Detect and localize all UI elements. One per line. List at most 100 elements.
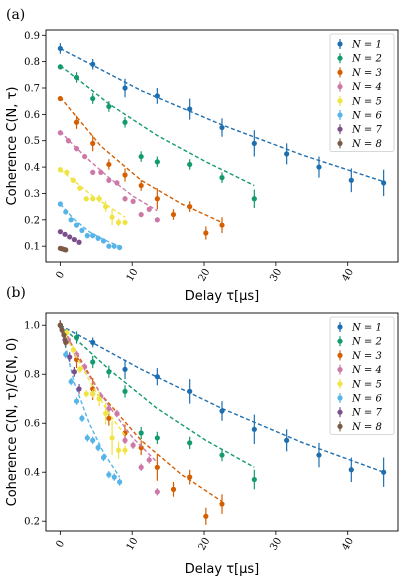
data-point [90,169,96,175]
data-point [67,354,73,360]
data-point [187,161,193,168]
legend-marker [337,423,343,429]
y-tick-label: 0.9 [24,31,40,42]
data-point [154,489,160,495]
y-tick-label: 0.6 [24,419,40,430]
data-point [111,243,117,249]
data-point [251,476,257,483]
data-point [316,164,322,170]
data-point [79,415,85,421]
series-3 [57,95,225,240]
data-point [90,339,96,345]
legend-box [329,316,395,435]
data-point [122,85,128,91]
legend-label: N = 8 [351,422,382,433]
data-point [106,103,112,110]
legend: N = 1 N = 2 N = 3 N = 4 N = 5 N = 6 N = 7 N = 8 [329,316,395,435]
data-point [90,359,96,365]
legend-marker [337,140,343,146]
x-tick-label: 0 [54,539,67,550]
data-point [115,219,122,226]
y-tick-label: 0.3 [24,189,40,200]
series-8 [57,320,69,348]
data-point [103,410,109,417]
data-point [90,391,96,397]
data-point [154,196,160,202]
data-point [381,469,387,475]
fit-line [59,131,158,212]
data-point [90,386,96,392]
y-tick-label: 0.5 [24,136,40,147]
data-point [103,204,109,210]
data-point [146,206,152,212]
data-point [122,437,128,443]
data-point [82,153,88,160]
data-point [154,159,160,165]
series-5 [57,167,128,227]
data-point [109,435,115,441]
axes-frame [45,29,399,263]
x-tick-label: 40 [340,267,356,284]
x-tick-label: 10 [125,536,141,553]
legend-marker [337,367,343,373]
x-tick-label: 20 [197,536,213,553]
data-point [122,119,128,125]
y-tick-label: 0.8 [24,57,40,68]
data-point [57,45,63,52]
data-point [79,227,85,233]
data-point [219,222,225,228]
legend-label: N = 5 [351,96,382,107]
data-point [70,177,76,183]
fit-line [59,203,120,247]
legend-marker [337,381,343,387]
legend-label: N = 3 [351,351,382,362]
data-point [154,93,160,99]
y-tick-label: 1.0 [24,321,40,332]
legend-label: N = 1 [351,40,382,51]
data-point [219,408,225,414]
data-point [63,209,69,215]
legend-label: N = 7 [351,125,382,136]
legend-marker [337,126,343,132]
legend: N = 1 N = 2 N = 3 N = 4 N = 5 N = 6 N = 7 N = 8 [329,33,395,152]
panel-label: (b) [6,285,26,301]
data-point [100,454,107,461]
data-point [138,211,144,218]
series-4 [57,130,160,223]
data-point [106,369,112,375]
data-point [122,219,128,226]
legend-marker [337,69,343,75]
legend-label: N = 1 [351,323,382,334]
legend-box [329,33,395,152]
legend-marker [337,352,343,358]
legend-label: N = 2 [351,337,382,348]
series-7 [57,229,82,245]
legend-label: N = 4 [351,82,382,93]
data-point [77,366,83,372]
fit-line [59,96,223,224]
data-point [57,167,63,173]
y-tick-label: 0.2 [24,517,40,528]
data-point [76,386,82,392]
data-point [106,177,112,183]
x-tick-label: 30 [268,267,284,284]
data-point [76,239,82,245]
data-point [114,410,120,417]
legend-label: N = 2 [351,54,382,65]
data-point [219,501,225,507]
y-axis-label: Coherence C(N, τ) [5,87,20,206]
data-point [71,236,77,243]
data-point [90,95,96,102]
y-tick-label: 0.7 [24,84,40,95]
y-tick-label: 0.8 [24,370,40,381]
legend-marker [337,98,343,104]
x-tick-label: 30 [268,536,284,553]
data-point [146,457,152,463]
data-point [98,169,104,175]
data-point [251,140,257,146]
data-point [63,352,69,358]
legend-label: N = 6 [351,394,382,405]
data-point [64,169,70,175]
data-point [251,196,257,202]
data-point [187,474,193,480]
